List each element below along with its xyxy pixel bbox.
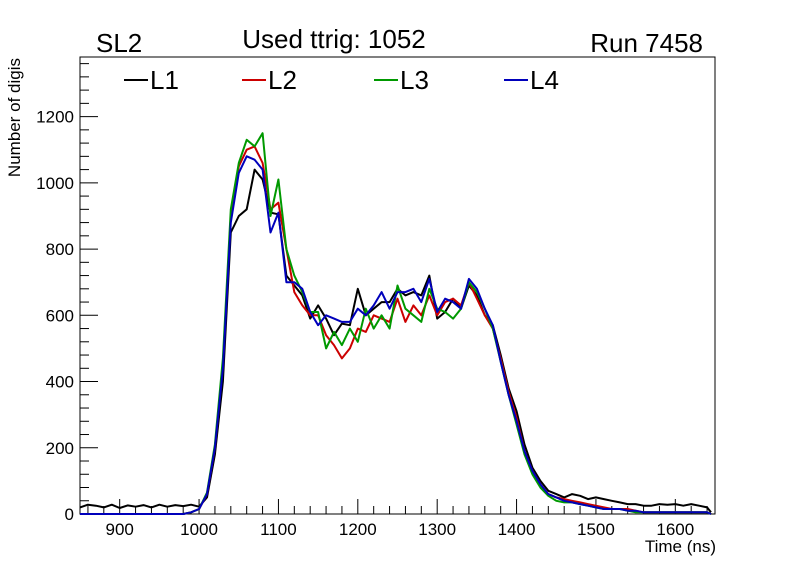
- series-line-l2: [80, 145, 712, 515]
- header-title: Used ttrig: 1052: [242, 24, 426, 54]
- plot-frame: [79, 56, 716, 515]
- x-tick-label: 1300: [418, 520, 456, 539]
- x-axis: 900 1000 1100 1200 1300 1400 1500 1600: [87, 499, 708, 539]
- legend-label-l2: L2: [268, 65, 297, 95]
- legend-label-l1: L1: [150, 65, 179, 95]
- y-tick-label: 1200: [36, 108, 74, 127]
- series-line-l4: [80, 155, 712, 515]
- x-axis-label: Time (ns): [645, 537, 716, 556]
- x-tick-label: 900: [106, 520, 134, 539]
- header-left-label: SL2: [96, 28, 142, 58]
- y-axis-label: Number of digis: [5, 58, 24, 177]
- y-tick-label: 1000: [36, 174, 74, 193]
- series-line-l1: [79, 168, 712, 513]
- x-tick-label: 1200: [339, 520, 377, 539]
- x-tick-label: 1600: [656, 520, 694, 539]
- series-line-l3: [80, 132, 712, 515]
- header-right-label: Run 7458: [590, 28, 703, 58]
- legend-label-l4: L4: [530, 65, 559, 95]
- y-tick-label: 0: [65, 505, 74, 524]
- series-layer: [79, 132, 712, 515]
- y-axis: 0 200 400 600 800 1000 1200: [36, 63, 98, 524]
- legend-label-l3: L3: [400, 65, 429, 95]
- x-tick-label: 1100: [260, 520, 297, 539]
- x-tick-label: 1000: [180, 520, 218, 539]
- y-tick-label: 600: [46, 306, 74, 325]
- y-tick-label: 800: [46, 240, 74, 259]
- y-tick-label: 400: [46, 373, 74, 392]
- x-tick-label: 1500: [577, 520, 615, 539]
- legend: L1 L2 L3 L4: [124, 65, 559, 95]
- x-tick-label: 1400: [498, 520, 536, 539]
- y-tick-label: 200: [46, 439, 74, 458]
